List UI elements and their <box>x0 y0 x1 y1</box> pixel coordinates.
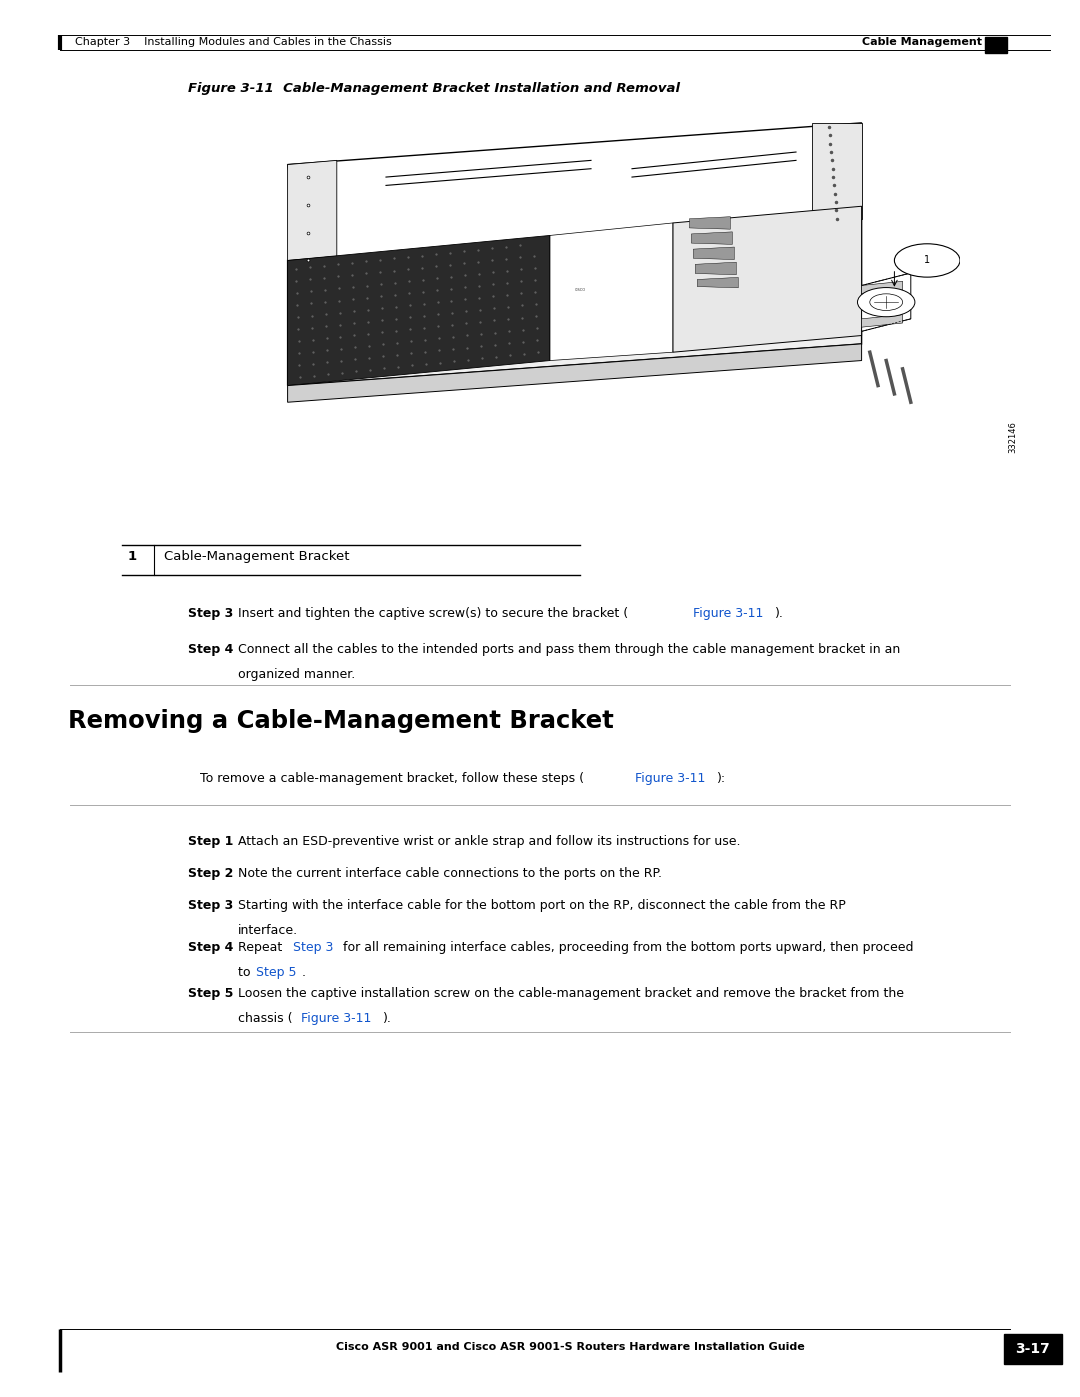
Text: Cable-Management Bracket: Cable-Management Bracket <box>164 549 350 563</box>
Polygon shape <box>673 207 862 352</box>
Polygon shape <box>862 314 903 327</box>
Text: Step 3: Step 3 <box>188 608 233 620</box>
Text: Cable-Management Bracket Installation and Removal: Cable-Management Bracket Installation an… <box>260 82 680 95</box>
Text: To remove a cable-management bracket, follow these steps (: To remove a cable-management bracket, fo… <box>200 773 584 785</box>
Polygon shape <box>698 278 739 288</box>
Bar <box>1004 1334 1062 1363</box>
Text: Step 2: Step 2 <box>188 868 233 880</box>
Polygon shape <box>862 272 910 331</box>
Text: organized manner.: organized manner. <box>238 668 355 680</box>
Text: Cisco ASR 9001 and Cisco ASR 9001-S Routers Hardware Installation Guide: Cisco ASR 9001 and Cisco ASR 9001-S Rout… <box>336 1343 805 1352</box>
Polygon shape <box>862 298 903 310</box>
Polygon shape <box>287 161 337 260</box>
Polygon shape <box>550 224 673 360</box>
Text: Chapter 3    Installing Modules and Cables in the Chassis: Chapter 3 Installing Modules and Cables … <box>75 36 392 47</box>
Text: CISCO: CISCO <box>575 288 585 292</box>
Text: Insert and tighten the captive screw(s) to secure the bracket (: Insert and tighten the captive screw(s) … <box>238 608 629 620</box>
Text: ).: ). <box>775 608 784 620</box>
Polygon shape <box>693 247 734 260</box>
Circle shape <box>858 288 915 317</box>
Text: Figure 3-11: Figure 3-11 <box>635 773 705 785</box>
Text: Step 3: Step 3 <box>293 942 334 954</box>
Text: Step 5: Step 5 <box>188 988 233 1000</box>
Circle shape <box>894 244 960 277</box>
Polygon shape <box>287 123 862 260</box>
Text: to: to <box>238 965 255 979</box>
Text: Attach an ESD-preventive wrist or ankle strap and follow its instructions for us: Attach an ESD-preventive wrist or ankle … <box>238 835 741 848</box>
Text: .: . <box>302 965 306 979</box>
Text: 1: 1 <box>129 549 137 563</box>
Text: 332146: 332146 <box>1009 420 1017 453</box>
Text: ):: ): <box>717 773 726 785</box>
Text: Loosen the captive installation screw on the cable-management bracket and remove: Loosen the captive installation screw on… <box>238 988 904 1000</box>
Polygon shape <box>691 232 732 244</box>
Polygon shape <box>287 219 862 386</box>
Polygon shape <box>862 281 903 293</box>
Polygon shape <box>812 123 862 219</box>
Text: Figure 3-11: Figure 3-11 <box>693 608 764 620</box>
Text: 1: 1 <box>924 256 930 265</box>
Text: interface.: interface. <box>238 923 298 937</box>
Text: Figure 3-11: Figure 3-11 <box>301 1011 372 1025</box>
Text: Step 1: Step 1 <box>188 835 233 848</box>
Polygon shape <box>696 263 737 275</box>
Text: 3-17: 3-17 <box>1015 1343 1051 1356</box>
Text: Step 3: Step 3 <box>188 900 233 912</box>
Text: Removing a Cable-Management Bracket: Removing a Cable-Management Bracket <box>68 710 613 733</box>
Polygon shape <box>287 236 550 386</box>
Polygon shape <box>287 344 862 402</box>
Polygon shape <box>689 217 730 229</box>
Bar <box>985 36 1007 53</box>
Text: Step 4: Step 4 <box>188 942 233 954</box>
Text: Repeat: Repeat <box>238 942 286 954</box>
Text: Figure 3-11: Figure 3-11 <box>188 82 273 95</box>
Text: chassis (: chassis ( <box>238 1011 293 1025</box>
Text: Starting with the interface cable for the bottom port on the RP, disconnect the : Starting with the interface cable for th… <box>238 900 846 912</box>
Text: Cable Management: Cable Management <box>862 36 982 47</box>
Text: ).: ). <box>383 1011 392 1025</box>
Text: Step 4: Step 4 <box>188 643 233 657</box>
Text: for all remaining interface cables, proceeding from the bottom ports upward, the: for all remaining interface cables, proc… <box>339 942 914 954</box>
Text: Connect all the cables to the intended ports and pass them through the cable man: Connect all the cables to the intended p… <box>238 643 901 657</box>
Text: Note the current interface cable connections to the ports on the RP.: Note the current interface cable connect… <box>238 868 662 880</box>
Text: Step 5: Step 5 <box>256 965 297 979</box>
